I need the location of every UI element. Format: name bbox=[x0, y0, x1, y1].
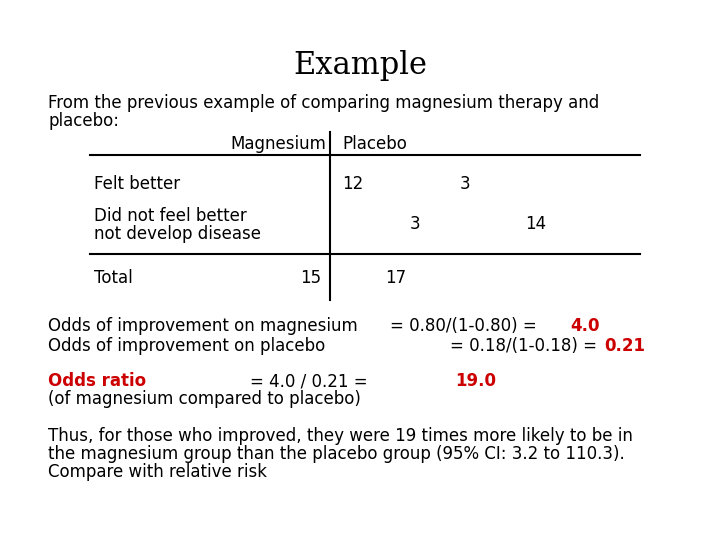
Text: 4.0: 4.0 bbox=[570, 317, 600, 335]
Text: not develop disease: not develop disease bbox=[94, 225, 261, 243]
Text: Total: Total bbox=[94, 269, 132, 287]
Text: Placebo: Placebo bbox=[342, 135, 407, 153]
Text: Magnesium: Magnesium bbox=[230, 135, 326, 153]
Text: 14: 14 bbox=[525, 215, 546, 233]
Text: Example: Example bbox=[293, 50, 427, 81]
Text: 3: 3 bbox=[460, 175, 471, 193]
Text: (of magnesium compared to placebo): (of magnesium compared to placebo) bbox=[48, 390, 361, 408]
Text: Did not feel better: Did not feel better bbox=[94, 207, 247, 225]
Text: 0.21: 0.21 bbox=[604, 337, 645, 355]
Text: 15: 15 bbox=[300, 269, 321, 287]
Text: 3: 3 bbox=[410, 215, 420, 233]
Text: = 0.18/(1-0.18) =: = 0.18/(1-0.18) = bbox=[450, 337, 602, 355]
Text: the magnesium group than the placebo group (95% CI: 3.2 to 110.3).: the magnesium group than the placebo gro… bbox=[48, 445, 625, 463]
Text: = 4.0 / 0.21 =: = 4.0 / 0.21 = bbox=[250, 372, 373, 390]
Text: Odds of improvement on magnesium: Odds of improvement on magnesium bbox=[48, 317, 358, 335]
Text: Odds of improvement on placebo: Odds of improvement on placebo bbox=[48, 337, 325, 355]
Text: Felt better: Felt better bbox=[94, 175, 180, 193]
Text: 12: 12 bbox=[342, 175, 364, 193]
Text: = 0.80/(1-0.80) =: = 0.80/(1-0.80) = bbox=[390, 317, 542, 335]
Text: Odds ratio: Odds ratio bbox=[48, 372, 146, 390]
Text: From the previous example of comparing magnesium therapy and: From the previous example of comparing m… bbox=[48, 94, 599, 112]
Text: Compare with relative risk: Compare with relative risk bbox=[48, 463, 267, 481]
Text: 17: 17 bbox=[385, 269, 406, 287]
Text: placebo:: placebo: bbox=[48, 112, 119, 130]
Text: Thus, for those who improved, they were 19 times more likely to be in: Thus, for those who improved, they were … bbox=[48, 427, 633, 445]
Text: Critical Numbers: Critical Numbers bbox=[9, 7, 183, 25]
Text: 19.0: 19.0 bbox=[455, 372, 496, 390]
